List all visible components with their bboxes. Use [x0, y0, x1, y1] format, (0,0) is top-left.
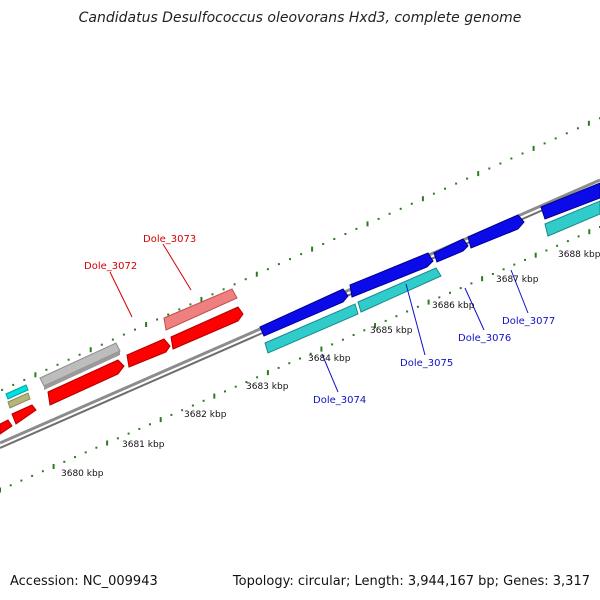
gene-block[interactable]: [5, 384, 29, 400]
gene-label-dole-3076[interactable]: Dole_3076: [458, 333, 511, 344]
gene-label-dole-3074[interactable]: Dole_3074: [313, 395, 366, 406]
scale-label: 3683 kbp: [246, 382, 289, 392]
gene-label-dole-3077[interactable]: Dole_3077: [502, 316, 555, 327]
gene-block[interactable]: [11, 404, 37, 425]
genome-summary-text: Topology: circular; Length: 3,944,167 bp…: [232, 574, 590, 589]
gene-label-dole-3075[interactable]: Dole_3075: [400, 358, 453, 369]
gene-block[interactable]: [540, 182, 600, 220]
gene-block[interactable]: [467, 214, 525, 249]
scale-label: 3685 kbp: [370, 326, 413, 336]
scale-label: 3686 kbp: [432, 301, 475, 311]
accession-text: Accession: NC_009943: [10, 574, 158, 589]
scale-label: 3688 kbp: [558, 250, 600, 260]
gene-block-shade: [44, 351, 120, 390]
gene-block[interactable]: [47, 359, 125, 406]
scale-label: 3682 kbp: [184, 410, 227, 420]
gene-block[interactable]: [7, 392, 31, 409]
gene-labels: Dole_3073 Dole_3072 Dole_3074 Dole_3075 …: [84, 234, 555, 406]
gene-label-dole-3072[interactable]: Dole_3072: [84, 261, 137, 272]
gene-block[interactable]: [259, 288, 349, 337]
scale-label: 3681 kbp: [122, 440, 165, 450]
genome-title: Candidatus Desulfococcus oleovorans Hxd3…: [78, 10, 522, 26]
scale-label: 3684 kbp: [308, 354, 351, 364]
gene-label-dole-3073[interactable]: Dole_3073: [143, 234, 196, 245]
gene-block[interactable]: [544, 200, 600, 237]
label-leader-lines: [109, 243, 529, 393]
gene-block[interactable]: [264, 303, 359, 354]
tick-marks: [0, 117, 600, 493]
gene-block[interactable]: [163, 288, 238, 331]
scale-label: 3687 kbp: [496, 275, 539, 285]
gene-block[interactable]: [357, 267, 442, 313]
gene-block[interactable]: [433, 238, 469, 263]
scale-label: 3680 kbp: [61, 469, 104, 479]
gene-block[interactable]: [0, 419, 13, 435]
gene-tracks: [0, 182, 600, 435]
gene-block[interactable]: [170, 306, 244, 350]
gene-block[interactable]: [126, 338, 171, 368]
scale-labels: 3680 kbp 3681 kbp 3682 kbp 3683 kbp 3684…: [61, 250, 600, 479]
gene-block[interactable]: [349, 252, 434, 298]
